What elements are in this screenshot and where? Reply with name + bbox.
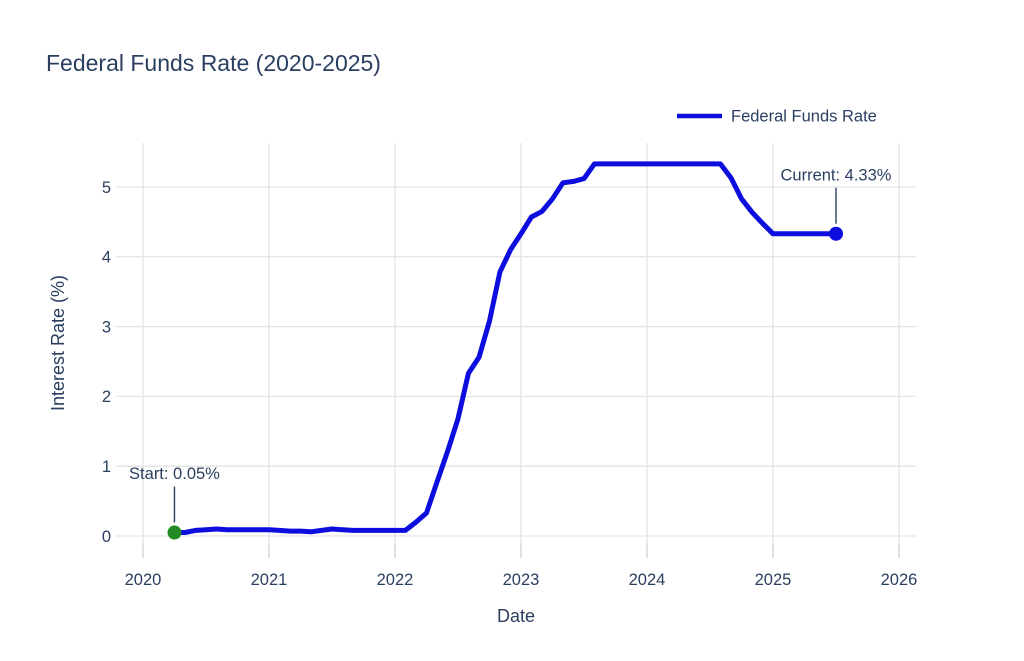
annotation-start: Start: 0.05% [129, 465, 220, 523]
x-tick-label: 2026 [881, 571, 918, 589]
x-tick-label: 2025 [755, 571, 792, 589]
tick-layer: 0 1 2 3 4 5 2020 2021 2022 2023 2024 2025 2026 [102, 179, 918, 589]
grid-layer [116, 143, 916, 543]
y-tick-label: 3 [102, 318, 111, 336]
legend[interactable]: Federal Funds Rate [677, 108, 877, 126]
y-tick-label: 5 [102, 179, 111, 197]
y-tick-label: 1 [102, 458, 111, 476]
annotation-current: Current: 4.33% [780, 166, 892, 224]
x-axis-title: Date [497, 606, 535, 626]
x-tick-label: 2020 [125, 571, 162, 589]
y-axis-title: Interest Rate (%) [48, 275, 68, 411]
y-tick-label: 2 [102, 388, 111, 406]
x-tick-label: 2022 [377, 571, 414, 589]
start-point-marker[interactable] [167, 525, 182, 540]
annotation-start-label: Start: 0.05% [129, 465, 220, 483]
y-tick-label: 4 [102, 249, 111, 267]
annotation-current-label: Current: 4.33% [780, 166, 891, 184]
series-layer[interactable] [167, 161, 843, 540]
y-tick-label: 0 [102, 528, 111, 546]
current-point-marker[interactable] [828, 226, 843, 241]
x-tick-label: 2021 [251, 571, 288, 589]
fed-funds-rate-line[interactable] [172, 161, 839, 535]
x-tick-label: 2023 [503, 571, 540, 589]
x-tick-label: 2024 [629, 571, 666, 589]
legend-item-label[interactable]: Federal Funds Rate [731, 108, 877, 126]
chart-title: Federal Funds Rate (2020-2025) [46, 50, 381, 76]
